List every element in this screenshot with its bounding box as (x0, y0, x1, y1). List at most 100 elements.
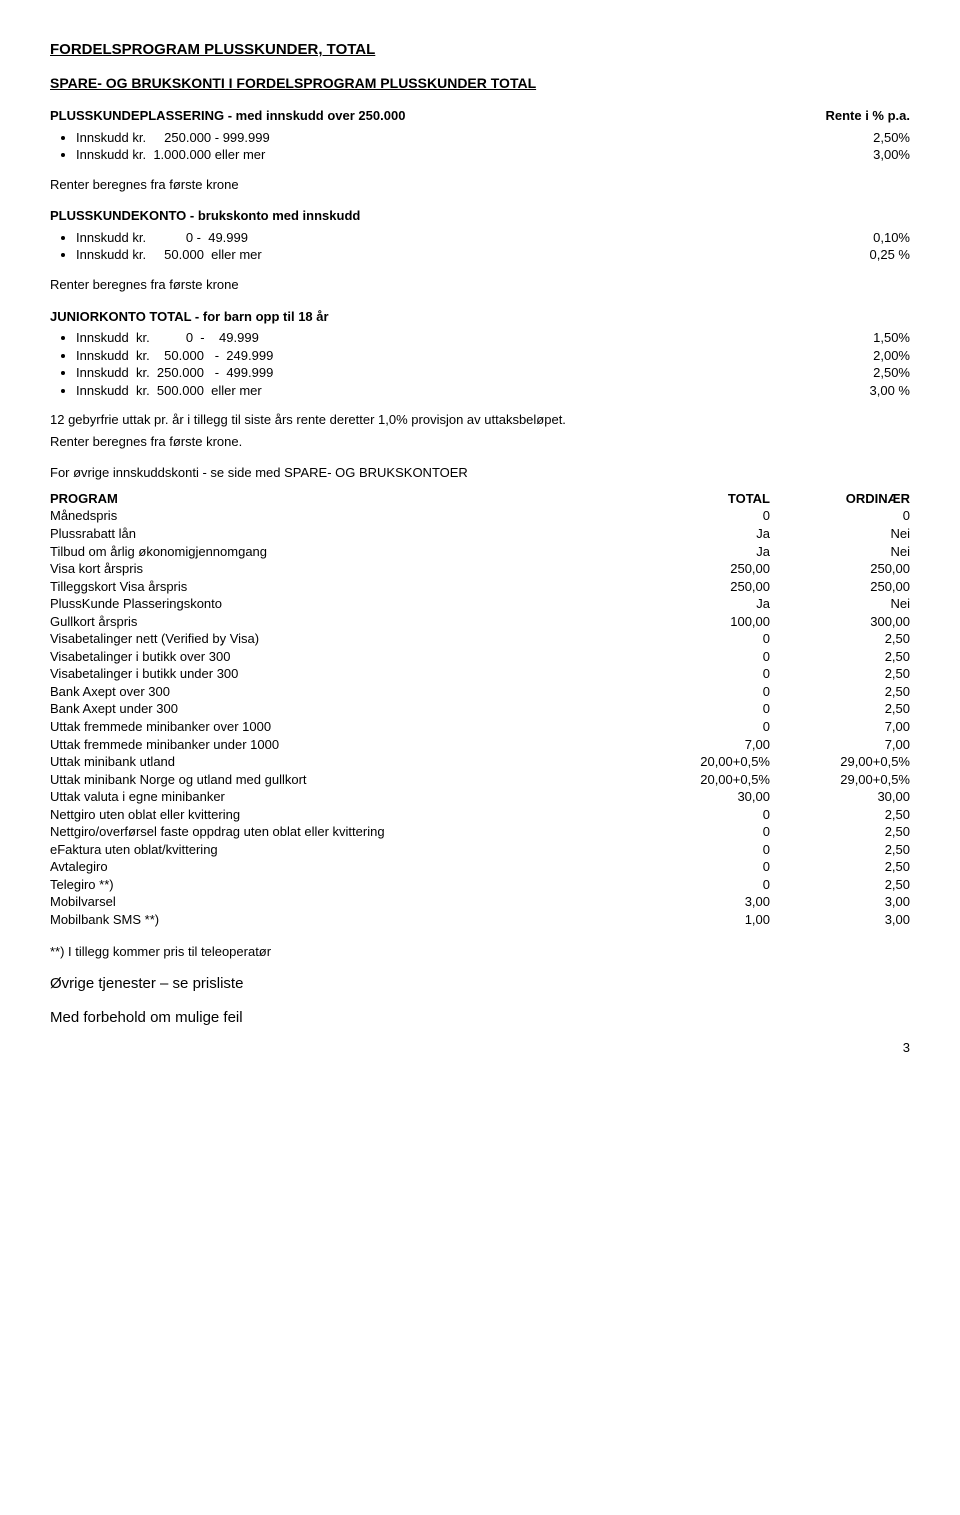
list-item: Innskudd kr. 50.000 eller mer 0,25 % (76, 246, 910, 264)
cell-ordinaer: 3,00 (800, 911, 910, 929)
table-row: Visabetalinger i butikk under 30002,50 (50, 665, 910, 683)
plusskundekonto-heading: PLUSSKUNDEKONTO - brukskonto med innskud… (50, 207, 910, 225)
table-row: Uttak valuta i egne minibanker30,0030,00 (50, 788, 910, 806)
cell-ordinaer: 7,00 (800, 718, 910, 736)
cell-ordinaer: Nei (800, 525, 910, 543)
cell-label: Uttak minibank Norge og utland med gullk… (50, 771, 690, 789)
table-row: Bank Axept under 30002,50 (50, 700, 910, 718)
cell-label: Uttak fremmede minibanker under 1000 (50, 736, 690, 754)
cell-ordinaer: 0 (800, 507, 910, 525)
program-table: PROGRAM TOTAL ORDINÆR Månedspris00Plussr… (50, 490, 910, 929)
cell-label: Tilbud om årlig økonomigjennomgang (50, 543, 690, 561)
plassering-block: PLUSSKUNDEPLASSERING - med innskudd over… (50, 107, 910, 193)
cell-total: 250,00 (690, 578, 800, 596)
item-label: Innskudd kr. 50.000 - 249.999 (76, 347, 273, 365)
cell-ordinaer: 2,50 (800, 648, 910, 666)
cell-total: 0 (690, 823, 800, 841)
item-label: Innskudd kr. 50.000 eller mer (76, 246, 262, 264)
cell-ordinaer: 3,00 (800, 893, 910, 911)
item-value: 0,25 % (870, 246, 910, 264)
table-row: Mobilvarsel3,003,00 (50, 893, 910, 911)
plusskundekonto-note: Renter beregnes fra første krone (50, 276, 910, 294)
cell-ordinaer: 30,00 (800, 788, 910, 806)
table-row: PlussKunde PlasseringskontoJaNei (50, 595, 910, 613)
cell-total: 1,00 (690, 911, 800, 929)
cell-total: 250,00 (690, 560, 800, 578)
table-row: Uttak fremmede minibanker over 100007,00 (50, 718, 910, 736)
junior-heading: JUNIORKONTO TOTAL - for barn opp til 18 … (50, 308, 910, 326)
cell-total: 0 (690, 806, 800, 824)
cell-total: Ja (690, 543, 800, 561)
table-row: Visabetalinger nett (Verified by Visa)02… (50, 630, 910, 648)
table-row: Uttak minibank utland20,00+0,5%29,00+0,5… (50, 753, 910, 771)
cell-label: Telegiro **) (50, 876, 690, 894)
cell-label: Mobilbank SMS **) (50, 911, 690, 929)
col-program-header: PROGRAM (50, 490, 690, 508)
table-row: Månedspris00 (50, 507, 910, 525)
table-row: eFaktura uten oblat/kvittering02,50 (50, 841, 910, 859)
plusskundekonto-list: Innskudd kr. 0 - 49.999 0,10% Innskudd k… (50, 229, 910, 264)
cell-label: Tilleggskort Visa årspris (50, 578, 690, 596)
cell-label: Plussrabatt lån (50, 525, 690, 543)
page-title: FORDELSPROGRAM PLUSSKUNDER, TOTAL (50, 40, 910, 60)
item-value: 3,00 % (870, 382, 910, 400)
item-label: Innskudd kr. 0 - 49.999 (76, 229, 248, 247)
cell-label: Avtalegiro (50, 858, 690, 876)
cell-ordinaer: 2,50 (800, 823, 910, 841)
cell-label: PlussKunde Plasseringskonto (50, 595, 690, 613)
cell-label: Visa kort årspris (50, 560, 690, 578)
table-row: Visabetalinger i butikk over 30002,50 (50, 648, 910, 666)
item-label: Innskudd kr. 500.000 eller mer (76, 382, 262, 400)
cell-label: Visabetalinger nett (Verified by Visa) (50, 630, 690, 648)
cell-ordinaer: 2,50 (800, 876, 910, 894)
cell-ordinaer: 2,50 (800, 858, 910, 876)
cell-ordinaer: Nei (800, 543, 910, 561)
cell-label: Nettgiro uten oblat eller kvittering (50, 806, 690, 824)
cell-label: Visabetalinger i butikk over 300 (50, 648, 690, 666)
cell-total: 0 (690, 683, 800, 701)
page-number: 3 (50, 1039, 910, 1057)
cell-total: 20,00+0,5% (690, 771, 800, 789)
table-row: Tilbud om årlig økonomigjennomgangJaNei (50, 543, 910, 561)
cell-total: 0 (690, 507, 800, 525)
cell-ordinaer: 2,50 (800, 683, 910, 701)
cell-ordinaer: 2,50 (800, 665, 910, 683)
cell-label: Månedspris (50, 507, 690, 525)
list-item: Innskudd kr. 0 - 49.999 1,50% (76, 329, 910, 347)
item-value: 3,00% (873, 146, 910, 164)
cell-total: 0 (690, 648, 800, 666)
cell-total: 20,00+0,5% (690, 753, 800, 771)
cell-ordinaer: 250,00 (800, 578, 910, 596)
item-value: 2,50% (873, 129, 910, 147)
cell-total: 100,00 (690, 613, 800, 631)
cell-total: 0 (690, 876, 800, 894)
table-row: Tilleggskort Visa årspris250,00250,00 (50, 578, 910, 596)
table-row: Mobilbank SMS **)1,003,00 (50, 911, 910, 929)
cell-label: Visabetalinger i butikk under 300 (50, 665, 690, 683)
footnote: **) I tillegg kommer pris til teleoperat… (50, 943, 910, 961)
table-row: Telegiro **)02,50 (50, 876, 910, 894)
section-title: SPARE- OG BRUKSKONTI I FORDELSPROGRAM PL… (50, 74, 910, 93)
table-row: Nettgiro uten oblat eller kvittering02,5… (50, 806, 910, 824)
cell-ordinaer: 300,00 (800, 613, 910, 631)
list-item: Innskudd kr. 0 - 49.999 0,10% (76, 229, 910, 247)
item-value: 2,00% (873, 347, 910, 365)
junior-note1: 12 gebyrfrie uttak pr. år i tillegg til … (50, 411, 910, 429)
item-value: 1,50% (873, 329, 910, 347)
list-item: Innskudd kr. 250.000 - 999.999 2,50% (76, 129, 910, 147)
plassering-list: Innskudd kr. 250.000 - 999.999 2,50% Inn… (50, 129, 910, 164)
cell-ordinaer: 29,00+0,5% (800, 771, 910, 789)
junior-list: Innskudd kr. 0 - 49.999 1,50% Innskudd k… (50, 329, 910, 399)
cell-total: 0 (690, 630, 800, 648)
cell-label: Gullkort årspris (50, 613, 690, 631)
junior-note2: Renter beregnes fra første krone. (50, 433, 910, 451)
table-row: Uttak minibank Norge og utland med gullk… (50, 771, 910, 789)
cell-total: 0 (690, 858, 800, 876)
cell-ordinaer: 250,00 (800, 560, 910, 578)
cell-total: 0 (690, 700, 800, 718)
cell-total: 7,00 (690, 736, 800, 754)
item-label: Innskudd kr. 0 - 49.999 (76, 329, 259, 347)
item-value: 2,50% (873, 364, 910, 382)
cell-ordinaer: Nei (800, 595, 910, 613)
list-item: Innskudd kr. 500.000 eller mer 3,00 % (76, 382, 910, 400)
